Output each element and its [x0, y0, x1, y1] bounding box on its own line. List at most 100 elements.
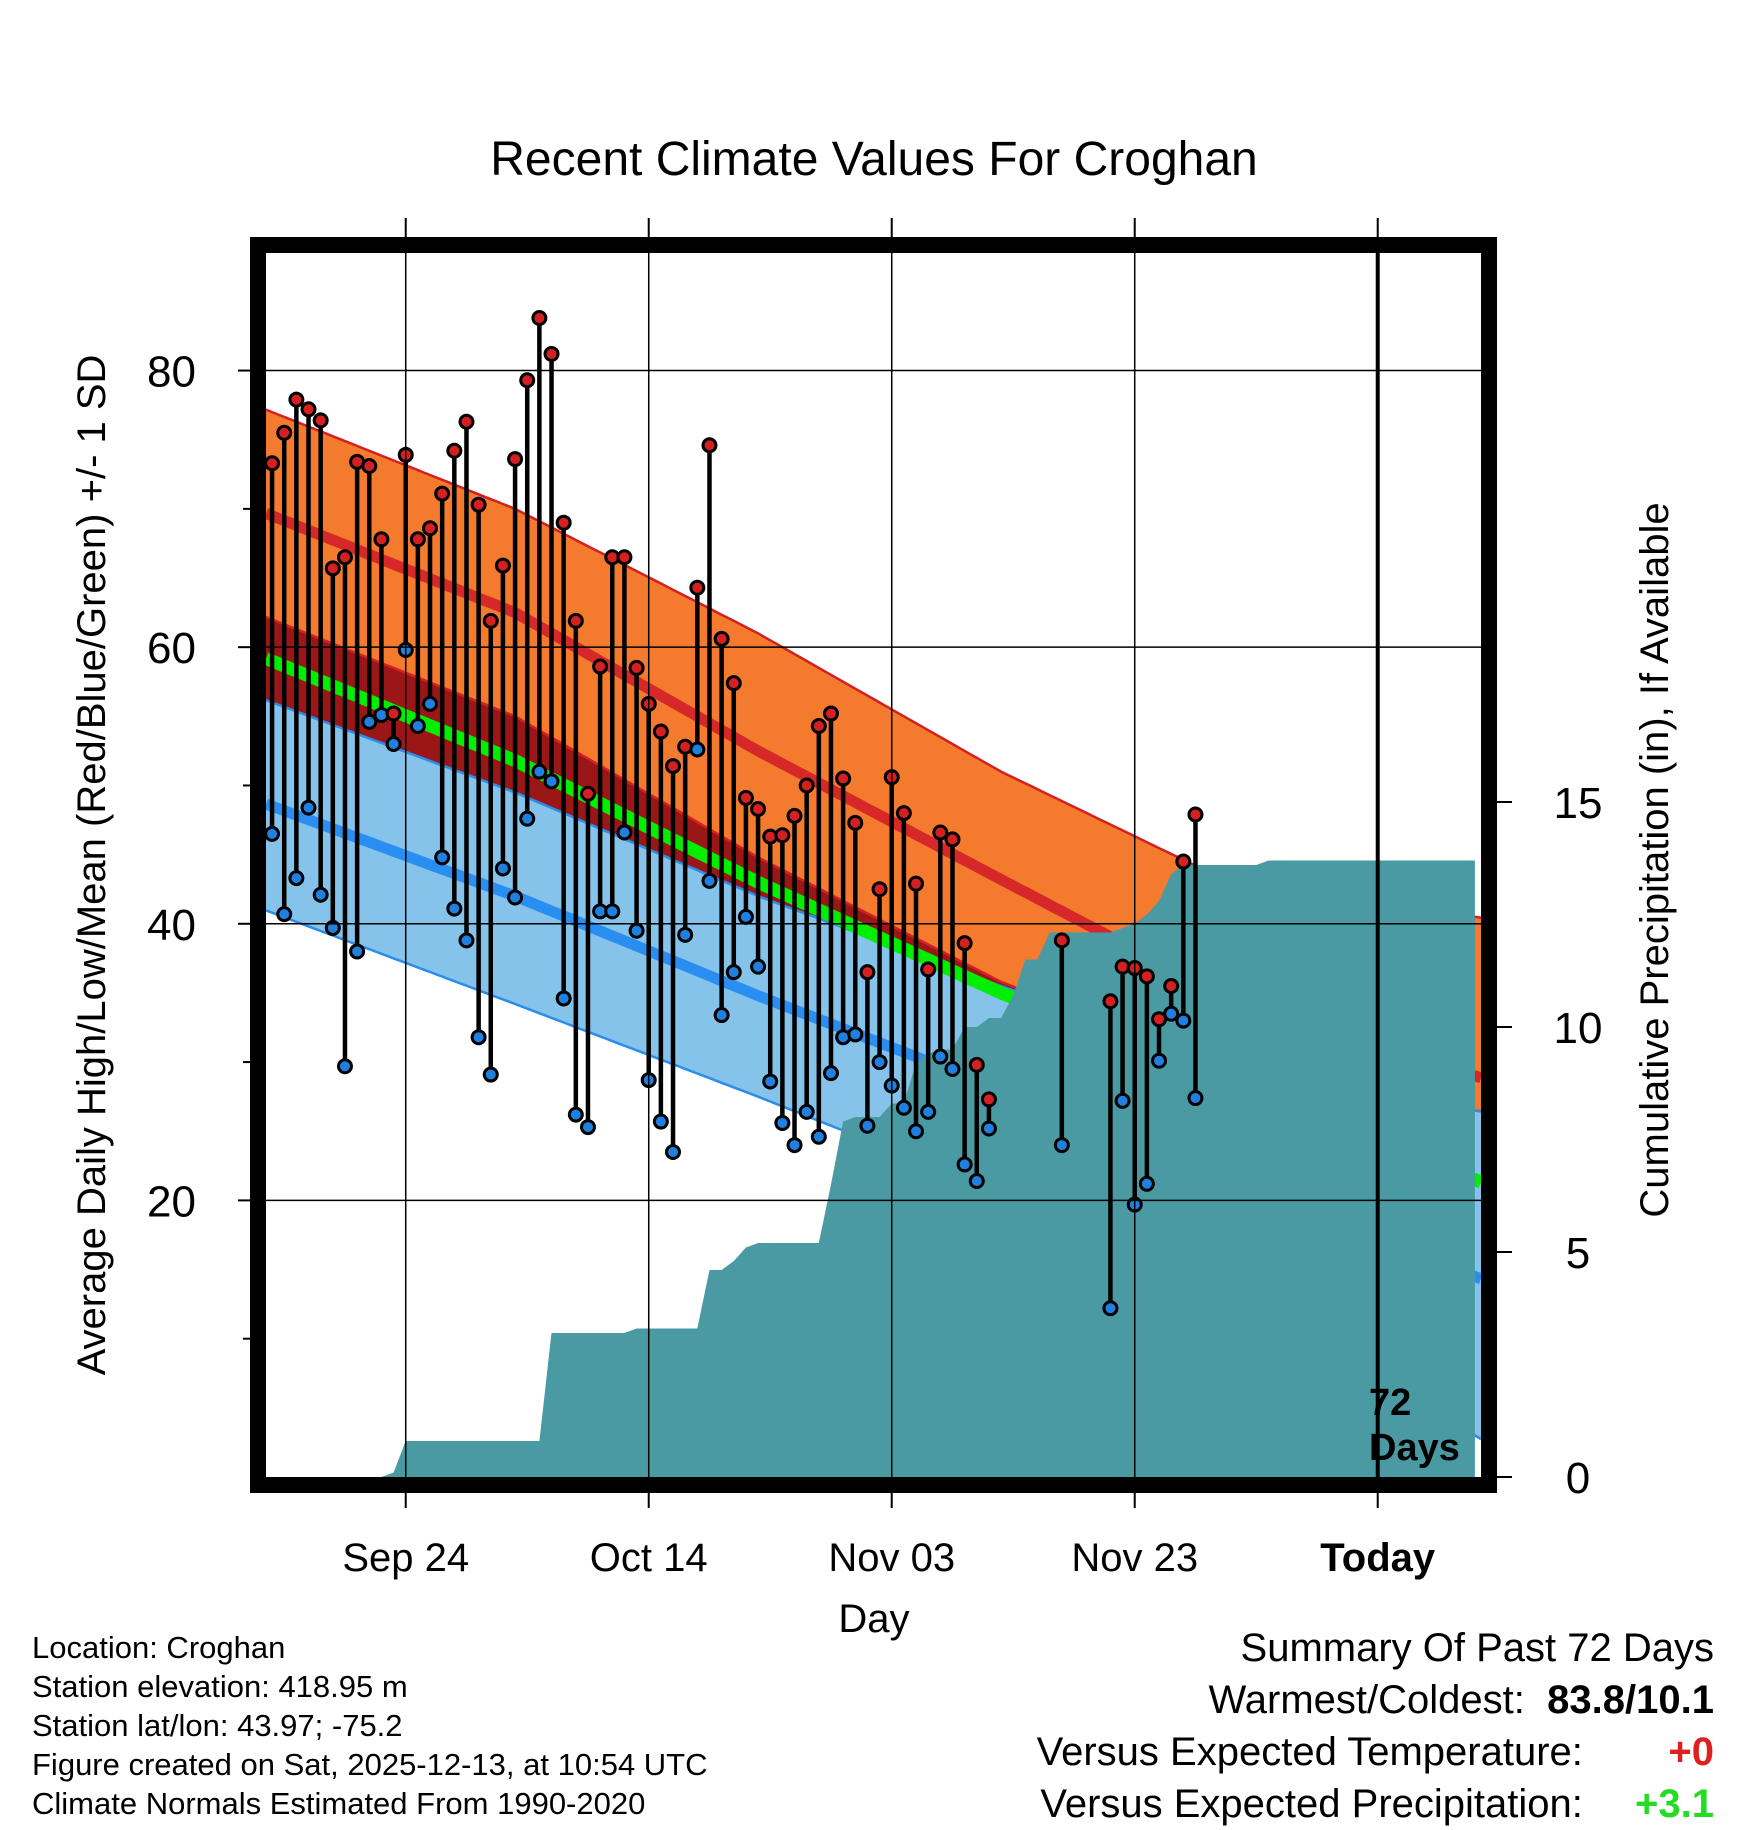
- y2-axis-label: Cumulative Precipitation (in), If Availa…: [1633, 502, 1677, 1217]
- high-point: [1163, 978, 1180, 995]
- high-point: [847, 814, 864, 831]
- low-point: [944, 1061, 961, 1077]
- summary-panel: Summary Of Past 72 Days Warmest/Coldest:…: [1037, 1622, 1714, 1830]
- low-point: [713, 1007, 730, 1024]
- high-point: [737, 789, 754, 806]
- x-tick-label: Today: [1320, 1536, 1436, 1580]
- chart-title: Recent Climate Values For Croghan: [490, 133, 1257, 186]
- low-point: [300, 799, 317, 816]
- low-point: [786, 1137, 803, 1154]
- low-point: [689, 741, 706, 758]
- low-point: [361, 713, 378, 730]
- high-point: [944, 831, 961, 848]
- low-point: [482, 1066, 499, 1083]
- high-point: [519, 372, 536, 389]
- low-point: [409, 718, 426, 735]
- summary-title: Summary Of Past 72 Days: [1240, 1626, 1714, 1670]
- high-point: [531, 310, 548, 327]
- elevation-text: Station elevation: 418.95 m: [32, 1669, 408, 1704]
- high-point: [786, 807, 803, 824]
- high-point: [1187, 806, 1204, 823]
- high-point: [920, 961, 937, 978]
- high-point: [494, 557, 511, 574]
- high-point: [288, 391, 305, 408]
- warm-cold-label: Warmest/Coldest:: [1208, 1678, 1525, 1722]
- low-point: [980, 1120, 997, 1137]
- x-tick-label: Sep 24: [342, 1536, 469, 1580]
- axes: 20 40 60 80 0 5 10 15 Sep 24 Oct 14 Nov 03 Nov 23 To…: [147, 218, 1602, 1580]
- high-point: [968, 1056, 985, 1073]
- high-point: [579, 785, 596, 802]
- high-point: [798, 777, 815, 794]
- high-point: [871, 881, 888, 898]
- daily-observations: [264, 310, 1204, 1317]
- high-point: [264, 455, 281, 472]
- normals-period-text: Climate Normals Estimated From 1990-2020: [32, 1786, 646, 1821]
- low-point: [422, 695, 439, 712]
- low-point: [677, 926, 694, 943]
- low-point: [968, 1173, 985, 1190]
- high-point: [336, 549, 353, 566]
- low-point: [288, 870, 305, 887]
- high-point: [507, 451, 524, 468]
- high-point: [665, 758, 682, 775]
- high-point: [276, 424, 293, 441]
- high-point: [980, 1091, 997, 1108]
- y-tick-label: 60: [147, 624, 196, 673]
- high-point: [1053, 932, 1070, 949]
- y-axis-label: Average Daily High/Low/Mean (Red/Blue/Gr…: [70, 355, 114, 1376]
- x-tick-label: Nov 23: [1071, 1536, 1198, 1580]
- low-point: [446, 900, 463, 917]
- low-point: [1114, 1092, 1131, 1109]
- low-point: [276, 906, 293, 923]
- high-point: [409, 531, 426, 548]
- low-point: [324, 919, 341, 936]
- summary-warm-cold: Warmest/Coldest: 83.8/10.1: [1037, 1674, 1715, 1726]
- low-point: [956, 1156, 973, 1173]
- warm-cold-value: 83.8/10.1: [1547, 1678, 1714, 1722]
- high-point: [628, 659, 645, 676]
- low-point: [264, 825, 281, 842]
- low-point: [1187, 1090, 1204, 1107]
- high-point: [385, 705, 402, 722]
- high-point: [932, 824, 949, 841]
- high-point: [810, 718, 827, 735]
- low-point: [543, 773, 560, 790]
- low-point: [737, 908, 754, 925]
- low-point: [1175, 1012, 1192, 1029]
- low-point: [1053, 1137, 1070, 1154]
- low-point: [847, 1026, 864, 1043]
- high-point: [543, 345, 560, 362]
- high-point: [616, 549, 633, 566]
- y-tick-label: 40: [147, 901, 196, 950]
- y2-tick-label: 5: [1566, 1229, 1590, 1278]
- y2-tick-label: 10: [1554, 1004, 1603, 1053]
- high-point: [774, 827, 791, 844]
- temp-value: +0: [1668, 1730, 1714, 1774]
- today-period-label-1: 72: [1369, 1382, 1411, 1424]
- low-point: [349, 943, 366, 960]
- high-point: [482, 612, 499, 629]
- low-point: [665, 1143, 682, 1160]
- high-point: [567, 612, 584, 629]
- low-point: [774, 1114, 791, 1131]
- high-point: [312, 412, 329, 429]
- high-point: [652, 723, 669, 740]
- low-point: [567, 1106, 584, 1123]
- high-point: [422, 520, 439, 537]
- low-point: [762, 1073, 779, 1090]
- high-point: [1102, 993, 1119, 1010]
- location-text: Location: Croghan: [32, 1630, 286, 1665]
- high-point: [1175, 853, 1192, 870]
- low-point: [652, 1113, 669, 1130]
- low-point: [434, 849, 451, 866]
- low-point: [531, 763, 548, 780]
- low-point: [312, 886, 329, 903]
- low-point: [920, 1103, 937, 1120]
- low-point: [519, 810, 536, 827]
- high-point: [300, 401, 317, 418]
- today-period-label-2: Days: [1369, 1427, 1460, 1469]
- plot-frame: [250, 237, 1497, 1493]
- low-point: [604, 903, 621, 920]
